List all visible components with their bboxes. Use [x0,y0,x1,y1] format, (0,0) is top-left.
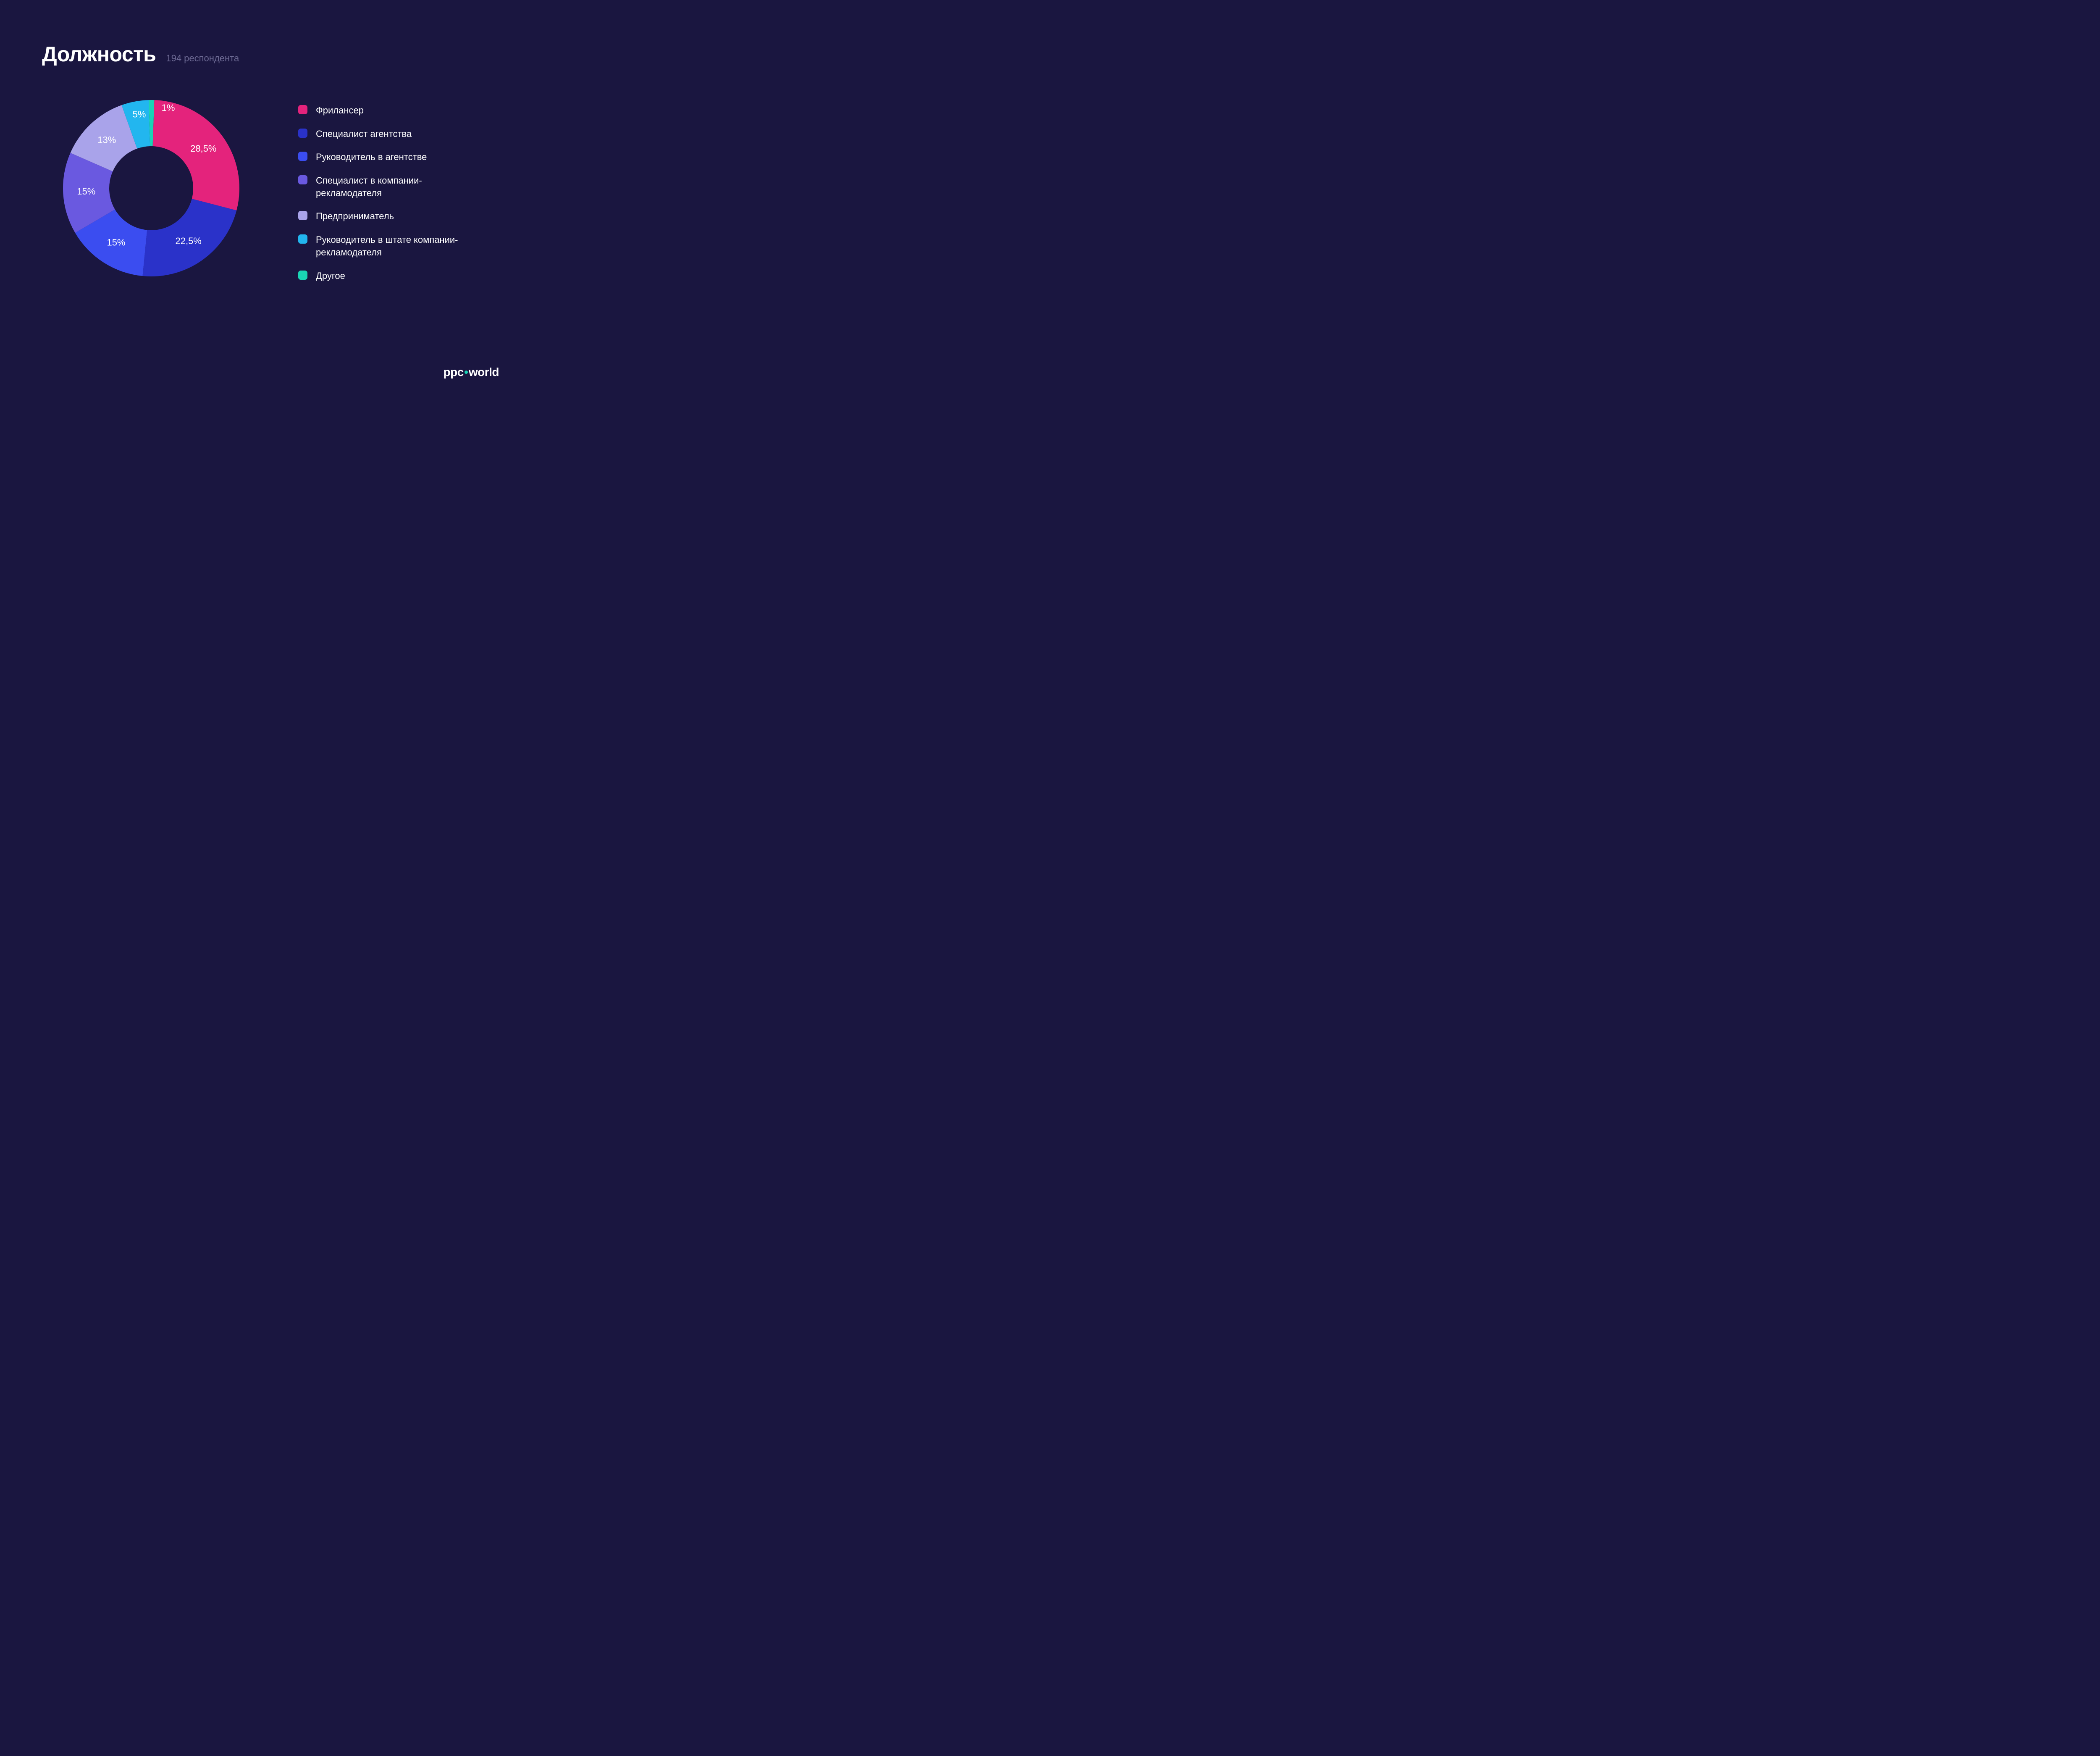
legend: Фрилансер Специалист агентства Руководител… [298,104,467,282]
legend-swatch [298,175,307,184]
legend-swatch [298,271,307,280]
slice-label: 22,5% [175,236,201,246]
legend-swatch [298,234,307,244]
legend-label: Предприниматель [316,210,394,223]
legend-item: Специалист в компании-рекламодателя [298,174,467,199]
legend-label: Специалист агентства [316,128,412,140]
legend-label: Руководитель в агентстве [316,151,427,163]
brand-logo: ppc world [444,365,499,379]
donut-svg: 28,5% 22,5% 15% 15% 13% 5% 1% [59,96,244,281]
respondent-count: 194 респондента [166,53,239,64]
slice-label: 15% [77,186,95,197]
legend-item: Руководитель в агентстве [298,151,467,163]
header: Должность 194 респондента [42,42,495,66]
slice-label: 1% [162,103,175,113]
slide: Должность 194 респондента 28,5% 22,5% 15% 1… [0,0,537,400]
legend-swatch [298,129,307,138]
donut-slice [152,100,239,210]
legend-item: Руководитель в штате компании-рекламодат… [298,234,467,258]
brand-left: ppc [444,365,464,379]
legend-item: Фрилансер [298,104,467,117]
slice-label: 28,5% [190,143,216,154]
brand-dot-icon [465,371,468,374]
legend-swatch [298,211,307,220]
slice-label: 5% [133,109,146,119]
legend-label: Специалист в компании-рекламодателя [316,174,467,199]
legend-item: Предприниматель [298,210,467,223]
legend-label: Руководитель в штате компании-рекламодат… [316,234,467,258]
legend-swatch [298,152,307,161]
legend-item: Другое [298,270,467,282]
donut-chart: 28,5% 22,5% 15% 15% 13% 5% 1% [59,96,244,281]
brand-right: world [469,365,499,379]
legend-label: Фрилансер [316,104,364,117]
legend-item: Специалист агентства [298,128,467,140]
legend-label: Другое [316,270,345,282]
slice-label: 13% [97,134,116,145]
legend-swatch [298,105,307,114]
slice-label: 15% [107,237,125,247]
page-title: Должность [42,42,156,66]
content: 28,5% 22,5% 15% 15% 13% 5% 1% Фрилансер Специал… [42,92,495,282]
